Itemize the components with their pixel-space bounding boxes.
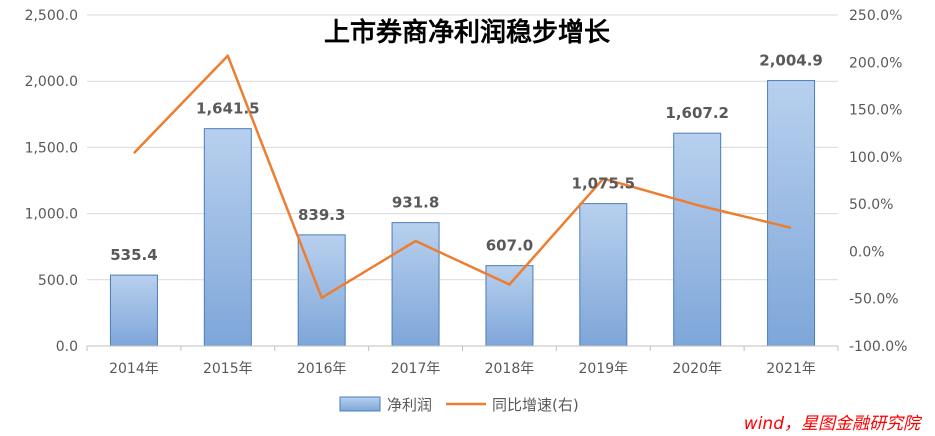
x-tick-label: 2017年 [391, 361, 441, 377]
data-label: 535.4 [110, 246, 157, 264]
bar [767, 80, 816, 347]
data-label: 1,607.2 [665, 104, 729, 122]
x-tick-label: 2015年 [203, 361, 253, 377]
gridlines [87, 14, 838, 347]
y-left-tick-label: 2,000.0 [25, 74, 78, 90]
data-label: 1,641.5 [196, 100, 260, 118]
legend-swatch-bar [339, 396, 381, 412]
x-tick-label: 2019年 [578, 361, 628, 377]
growth-line [133, 54, 792, 300]
chart-title: 上市券商净利润稳步增长 [324, 17, 611, 48]
y-right-tick-label: 0.0% [849, 244, 885, 260]
x-tick-label: 2018年 [485, 361, 535, 377]
y-right-tick-label: 50.0% [849, 197, 893, 213]
y-left-tick-label: 2,500.0 [25, 8, 78, 24]
y-right-tick-label: -50.0% [849, 292, 899, 308]
y-right-tick-label: 100.0% [849, 150, 902, 166]
y-right-tick-label: 200.0% [849, 55, 902, 71]
data-label: 1,075.5 [572, 175, 636, 193]
bar [203, 128, 252, 347]
y-left-tick-label: 1,000.0 [25, 207, 78, 223]
bar-series [109, 80, 816, 347]
bar [579, 203, 628, 347]
bar [673, 132, 722, 347]
y-right-tick-label: -100.0% [849, 339, 907, 355]
legend-label-line: 同比增速(右) [492, 396, 579, 414]
source-note: wind，星图金融研究院 [744, 414, 923, 434]
legend-label-bar: 净利润 [387, 396, 432, 414]
legend: 净利润 同比增速(右) [339, 396, 579, 414]
x-tick-label: 2021年 [766, 361, 816, 377]
bar [485, 265, 534, 347]
bar [109, 274, 158, 347]
y-right-tick-label: 250.0% [849, 8, 902, 24]
y-right-tick-label: 150.0% [849, 103, 902, 119]
data-label: 2,004.9 [759, 52, 823, 70]
line-series [133, 54, 792, 300]
bar [391, 222, 440, 347]
y-left-tick-label: 500.0 [38, 273, 78, 289]
data-labels: 535.4 1,641.5 839.3 931.8 607.0 1,075.5 1,607.… [110, 52, 823, 265]
bar [297, 234, 346, 347]
data-label: 607.0 [486, 237, 533, 255]
data-label: 839.3 [298, 206, 345, 224]
data-label: 931.8 [392, 194, 439, 212]
x-tick-label: 2014年 [109, 361, 159, 377]
y-left-tick-label: 1,500.0 [25, 140, 78, 156]
x-tick-label: 2020年 [672, 361, 722, 377]
x-tick-label: 2016年 [297, 361, 347, 377]
axes: 0.0 500.0 1,000.0 1,500.0 2,000.0 2,500.0 -100… [25, 8, 908, 377]
y-left-tick-label: 0.0 [56, 339, 78, 355]
